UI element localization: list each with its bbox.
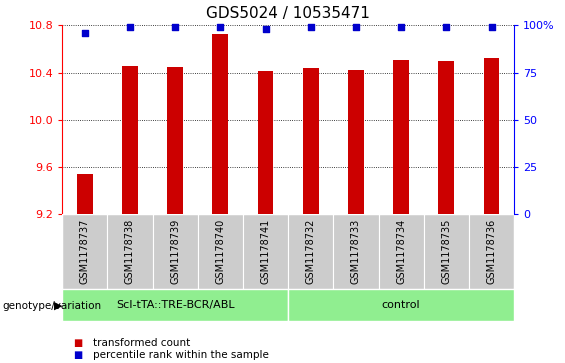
Bar <box>424 214 469 289</box>
Text: GSM1178733: GSM1178733 <box>351 219 361 284</box>
Bar <box>107 214 153 289</box>
Text: ■: ■ <box>73 350 82 360</box>
Bar <box>438 61 454 214</box>
Text: GSM1178737: GSM1178737 <box>80 219 90 284</box>
Text: GSM1178738: GSM1178738 <box>125 219 135 284</box>
Point <box>80 30 89 36</box>
Bar <box>153 214 198 289</box>
Bar <box>303 68 319 214</box>
Text: GSM1178740: GSM1178740 <box>215 219 225 284</box>
Text: control: control <box>382 300 420 310</box>
Text: ▶: ▶ <box>54 301 63 311</box>
Bar <box>167 67 183 214</box>
Text: transformed count: transformed count <box>93 338 190 348</box>
Text: genotype/variation: genotype/variation <box>3 301 102 311</box>
Bar <box>62 214 107 289</box>
Bar <box>258 72 273 214</box>
Bar <box>379 214 424 289</box>
Point <box>442 24 451 30</box>
Bar <box>243 214 288 289</box>
Bar <box>62 289 288 321</box>
Bar <box>122 66 138 214</box>
Title: GDS5024 / 10535471: GDS5024 / 10535471 <box>206 7 370 21</box>
Bar <box>484 58 499 214</box>
Bar <box>348 70 364 214</box>
Text: GSM1178736: GSM1178736 <box>486 219 497 284</box>
Point <box>397 24 406 30</box>
Bar <box>333 214 379 289</box>
Point <box>487 24 496 30</box>
Bar <box>288 214 333 289</box>
Bar <box>77 174 93 214</box>
Text: GSM1178734: GSM1178734 <box>396 219 406 284</box>
Point <box>306 24 315 30</box>
Text: GSM1178741: GSM1178741 <box>260 219 271 284</box>
Point <box>171 24 180 30</box>
Text: ■: ■ <box>73 338 82 348</box>
Text: GSM1178732: GSM1178732 <box>306 219 316 284</box>
Text: GSM1178735: GSM1178735 <box>441 219 451 284</box>
Bar <box>288 289 514 321</box>
Point <box>351 24 360 30</box>
Bar <box>469 214 514 289</box>
Point <box>125 24 134 30</box>
Point <box>261 26 270 32</box>
Bar <box>212 34 228 214</box>
Bar <box>198 214 243 289</box>
Text: ScI-tTA::TRE-BCR/ABL: ScI-tTA::TRE-BCR/ABL <box>116 300 234 310</box>
Bar <box>393 60 409 214</box>
Text: GSM1178739: GSM1178739 <box>170 219 180 284</box>
Text: percentile rank within the sample: percentile rank within the sample <box>93 350 269 360</box>
Point <box>216 24 225 30</box>
